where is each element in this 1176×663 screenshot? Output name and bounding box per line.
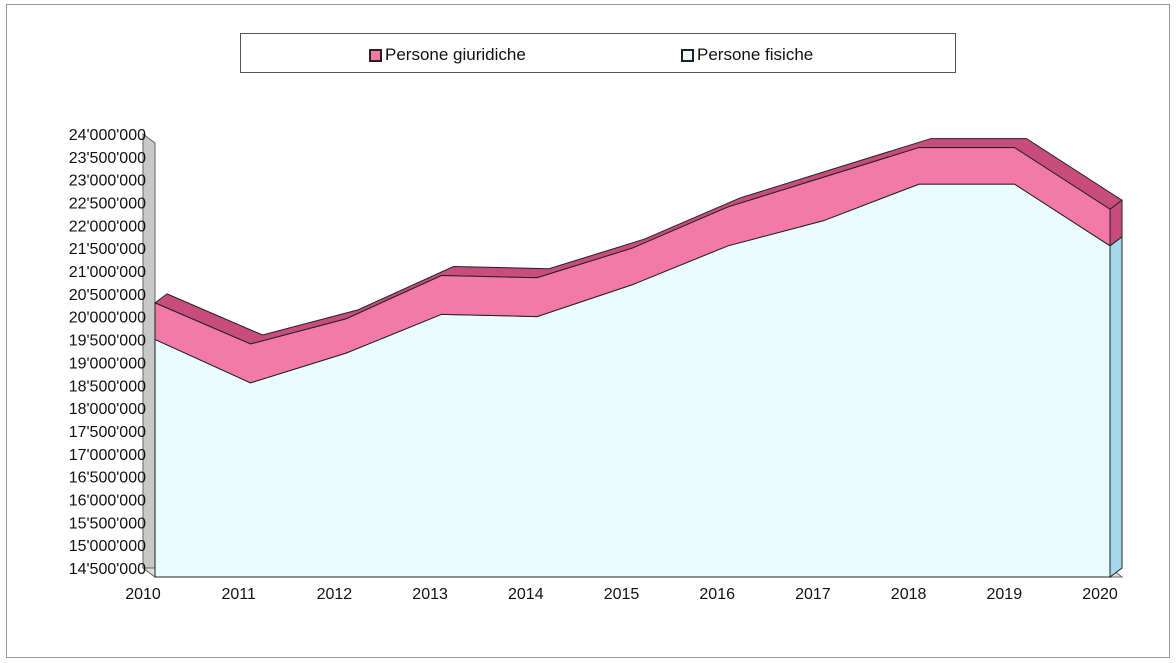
y-tick-label: 15'000'000 [69, 538, 146, 555]
y-tick-label: 15'500'000 [69, 515, 146, 532]
x-tick-label: 2019 [987, 586, 1023, 603]
y-tick-label: 19'500'000 [69, 333, 146, 350]
y-tick-label: 20'500'000 [69, 287, 146, 304]
x-tick-label: 2012 [317, 586, 353, 603]
y-tick-label: 23'500'000 [69, 150, 146, 167]
legend-swatch-persone-fisiche [681, 48, 694, 62]
legend-swatch-persone-giuridiche [369, 48, 382, 62]
x-tick-label: 2017 [795, 586, 831, 603]
y-tick-label: 20'000'000 [69, 310, 146, 327]
y-tick-label: 16'000'000 [69, 492, 146, 509]
legend-label-persone-fisiche: Persone fisiche [697, 45, 814, 64]
y-tick-label: 23'000'000 [69, 173, 146, 190]
x-tick-label: 2015 [604, 586, 640, 603]
side-face-persone-fisiche [1109, 235, 1123, 578]
x-tick-label: 2010 [125, 586, 161, 603]
y-tick-label: 18'500'000 [69, 378, 146, 395]
y-tick-label: 22'500'000 [69, 196, 146, 213]
y-tick-label: 16'500'000 [69, 470, 146, 487]
legend: Persone giuridiche Persone fisiche [240, 33, 956, 73]
legend-item-persone-giuridiche: Persone giuridiche [369, 45, 526, 65]
x-tick-label: 2020 [1082, 586, 1118, 603]
y-tick-label: 21'000'000 [69, 264, 146, 281]
y-tick-label: 19'000'000 [69, 355, 146, 372]
y-tick-label: 17'500'000 [69, 424, 146, 441]
x-tick-label: 2018 [891, 586, 927, 603]
y-tick-label: 24'000'000 [69, 127, 146, 144]
y-tick-label: 21'500'000 [69, 241, 146, 258]
x-tick-label: 2013 [412, 586, 448, 603]
y-tick-label: 22'000'000 [69, 218, 146, 235]
x-tick-label: 2014 [508, 586, 544, 603]
y-tick-label: 14'500'000 [69, 561, 146, 578]
x-tick-label: 2016 [699, 586, 735, 603]
legend-item-persone-fisiche: Persone fisiche [681, 45, 813, 65]
side-face-persone-giuridiche [1109, 199, 1123, 247]
y-tick-label: 18'000'000 [69, 401, 146, 418]
x-tick-label: 2011 [221, 586, 256, 603]
y-tick-label: 17'000'000 [69, 447, 146, 464]
legend-label-persone-giuridiche: Persone giuridiche [385, 45, 526, 64]
